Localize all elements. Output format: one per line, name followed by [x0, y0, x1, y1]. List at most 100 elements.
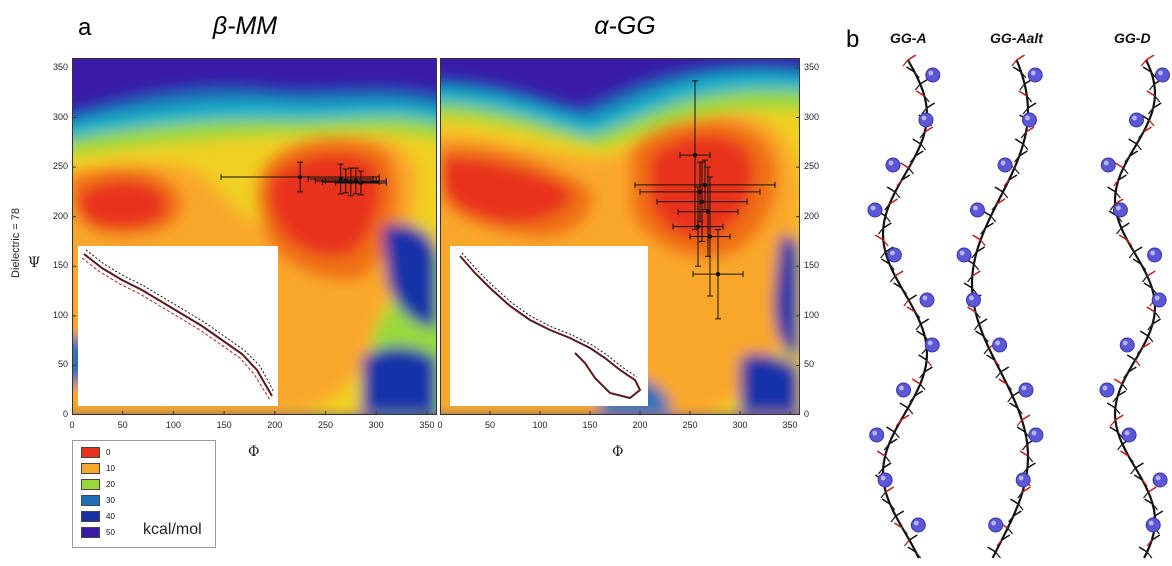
sphere-atom [1154, 67, 1170, 83]
sphere-atom [1027, 67, 1043, 83]
tick-label: 0 [437, 420, 443, 430]
tick-label: 300 [804, 111, 820, 122]
sphere-atom [1119, 337, 1135, 353]
error-point-3 [656, 161, 748, 242]
tick-label: 100 [52, 309, 68, 320]
tick-label: 150 [804, 260, 820, 271]
structure-title-gg-a: GG-A [890, 30, 927, 46]
sphere-atom [924, 337, 940, 353]
tick-label: 50 [804, 359, 815, 370]
tick-label: 100 [165, 420, 181, 430]
legend-swatch-1 [81, 462, 100, 474]
tick-label: 50 [117, 420, 128, 430]
helix-gg-aalt [956, 55, 1044, 559]
sphere-atom [1145, 517, 1161, 533]
tick-label: 350 [419, 420, 435, 430]
sphere-atom [886, 247, 902, 263]
error-bars-alpha-gg [634, 80, 776, 320]
tick-label: 300 [732, 420, 748, 430]
tick-label: 250 [682, 420, 698, 430]
tick-label: 0 [62, 409, 68, 419]
legend-swatch-3 [81, 494, 100, 506]
legend-label-3: 30 [106, 495, 115, 505]
sphere-atom [969, 202, 985, 218]
sphere-atom [1021, 112, 1037, 128]
tick-label: 100 [532, 420, 548, 430]
panel-a-letter: a [78, 14, 92, 41]
tick-label: 350 [804, 61, 820, 72]
tick-label: 100 [804, 309, 820, 320]
sphere-atom [1151, 292, 1167, 308]
sphere-atom [997, 157, 1013, 173]
sphere-atom [925, 67, 941, 83]
sphere-atom [1015, 472, 1031, 488]
legend-entry-0: 0 [81, 446, 111, 458]
panel-b-letter: b [846, 26, 860, 53]
molecular-structures [867, 55, 1170, 559]
structure-title-gg-aalt: GG-Aalt [990, 30, 1043, 46]
error-point-0 [679, 80, 711, 231]
tick-label: 150 [582, 420, 598, 430]
sphere-atom [1121, 427, 1137, 443]
sphere-atom [1100, 157, 1116, 173]
tick-label: 250 [804, 161, 820, 172]
psi-axis-label: Ψ [28, 255, 41, 271]
tick-label: 250 [52, 161, 68, 172]
error-point-1 [307, 163, 374, 195]
backbone [1113, 59, 1157, 559]
sphere-atom [1147, 247, 1163, 263]
legend-swatch-5 [81, 526, 100, 538]
error-point-0 [220, 161, 380, 193]
sphere-atom [1028, 427, 1044, 443]
plot-beta-mm [72, 58, 437, 415]
legend-unit: kcal/mol [143, 521, 202, 538]
sphere-atom [869, 427, 885, 443]
ticks-alpha-gg [440, 67, 800, 415]
sphere-atom [877, 472, 893, 488]
legend-entry-4: 40 [81, 510, 115, 522]
tick-label: 350 [52, 61, 68, 72]
inset-alpha-gg [450, 246, 648, 406]
tick-label: 0 [804, 409, 810, 419]
sphere-atom [988, 517, 1004, 533]
legend-label-2: 20 [106, 479, 115, 489]
dielectric-label: Dielectric = 78 [10, 207, 22, 278]
legend-swatch-2 [81, 478, 100, 490]
legend-swatch-0 [81, 446, 100, 458]
legend-swatch-4 [81, 510, 100, 522]
sphere-atom [992, 337, 1008, 353]
inset-beta-mm [78, 246, 278, 406]
helix-gg-d [1099, 55, 1170, 559]
tick-label: 150 [216, 420, 232, 430]
sphere-atom [1152, 472, 1168, 488]
sphere-atom [1018, 382, 1034, 398]
tick-label: 200 [804, 210, 820, 221]
tick-label: 200 [52, 210, 68, 221]
tick-label: 200 [267, 420, 283, 430]
phi-axis-label-beta-mm: Φ [248, 444, 260, 460]
legend-label-0: 0 [106, 447, 111, 457]
sphere-atom [956, 247, 972, 263]
helix-gg-a [867, 55, 941, 559]
ticks-beta-mm [72, 67, 428, 415]
tick-label: 50 [484, 420, 495, 430]
plot-title-alpha-gg: α-GG [594, 12, 656, 40]
legend-entry-2: 20 [81, 478, 115, 490]
error-point-7 [692, 229, 744, 320]
sphere-atom [885, 157, 901, 173]
tick-label: 150 [52, 260, 68, 271]
tick-label: 250 [317, 420, 333, 430]
tick-label: 0 [69, 420, 75, 430]
legend-entry-5: 50 [81, 526, 115, 538]
legend-label-4: 40 [106, 511, 115, 521]
sphere-atom [896, 382, 912, 398]
color-legend: 0 10 20 30 40 50 kcal/mol [72, 440, 216, 548]
sphere-atom [1128, 112, 1144, 128]
legend-label-5: 50 [106, 527, 115, 537]
legend-label-1: 10 [106, 463, 115, 473]
sphere-atom [1112, 202, 1128, 218]
tick-label: 300 [52, 111, 68, 122]
error-point-5 [335, 170, 387, 196]
sphere-atom [965, 292, 981, 308]
tick-label: 200 [632, 420, 648, 430]
